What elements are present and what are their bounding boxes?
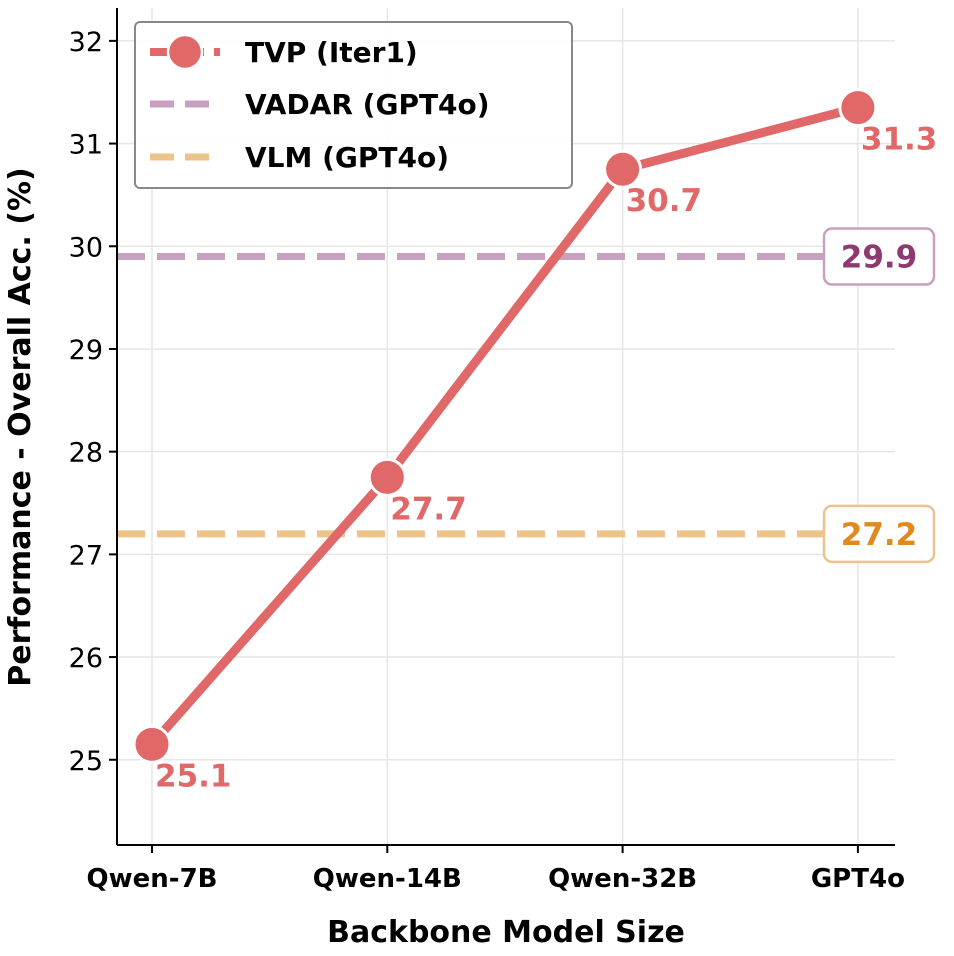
x-tick-label: GPT4o xyxy=(811,864,905,894)
y-tick-label: 28 xyxy=(69,438,103,469)
data-point xyxy=(838,88,878,128)
reference-label-box xyxy=(822,227,936,286)
y-tick-label: 32 xyxy=(69,27,103,58)
legend: TVP (Iter1) VADAR (GPT4o) VLM (GPT4o) xyxy=(134,21,573,189)
legend-marker-tvp xyxy=(166,33,204,71)
y-tick-label: 26 xyxy=(69,643,103,674)
reference-lines: 29.9 27.2 xyxy=(117,227,936,564)
grid xyxy=(117,8,895,845)
reference-label: 29.9 xyxy=(841,240,918,276)
series-line xyxy=(148,103,860,748)
y-tick-label: 27 xyxy=(69,540,103,571)
y-tick-label: 29 xyxy=(69,335,103,366)
reference-label: 27.2 xyxy=(841,517,918,553)
series: 25.1 27.7 30.7 31.3 xyxy=(132,88,938,794)
data-point xyxy=(603,149,643,189)
data-label: 27.7 xyxy=(390,491,467,527)
legend-label-vlm: VLM (GPT4o) xyxy=(245,141,449,174)
data-label: 30.7 xyxy=(626,183,703,219)
y-tick-label: 25 xyxy=(69,746,103,777)
data-label: 25.1 xyxy=(155,758,232,794)
x-tick-label: Qwen-14B xyxy=(313,864,462,894)
legend-label-tvp: TVP (Iter1) xyxy=(245,36,418,69)
legend-label-vadar: VADAR (GPT4o) xyxy=(245,88,490,121)
data-point xyxy=(367,457,407,497)
x-tick-label: Qwen-32B xyxy=(548,864,697,894)
data-label: 31.3 xyxy=(861,122,938,158)
y-tick-label: 30 xyxy=(69,232,103,263)
axes: 25 26 27 28 29 30 31 32 Qwen-7B Qwen-14B Qwen-32B G… xyxy=(69,8,905,894)
reference-label-box xyxy=(822,504,936,564)
y-tick-label: 31 xyxy=(69,130,103,161)
x-tick-label: Qwen-7B xyxy=(87,864,218,894)
y-axis-label: Performance - Overall Acc. (%) xyxy=(3,167,38,686)
data-point xyxy=(132,724,172,764)
x-axis-label: Backbone Model Size xyxy=(327,915,685,950)
legend-box xyxy=(134,21,573,189)
